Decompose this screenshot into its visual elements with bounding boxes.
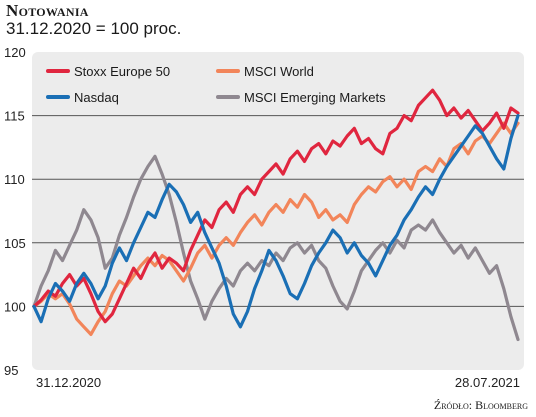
- series-line: [32, 88, 520, 324]
- x-axis-end-label: 28.07.2021: [455, 375, 520, 390]
- series-line: [32, 121, 520, 336]
- y-tick-label: 95: [4, 363, 18, 378]
- y-tick-label: 100: [4, 299, 26, 314]
- line-chart: 95 100 105 110 115 120 Stoxx Europe 50 MSCI Wo…: [4, 45, 524, 390]
- legend-label: MSCI World: [244, 64, 314, 79]
- source-note: Źródło: Bloomberg: [433, 398, 528, 412]
- series-lines: [32, 88, 520, 342]
- series-line: [32, 154, 520, 342]
- series-line: [32, 114, 520, 329]
- y-tick-label: 105: [4, 236, 26, 251]
- legend-label: Nasdaq: [74, 90, 119, 105]
- y-tick-label: 110: [4, 172, 25, 187]
- y-tick-label: 115: [4, 109, 25, 124]
- plot-background: [32, 52, 524, 370]
- legend-label: MSCI Emerging Markets: [244, 90, 386, 105]
- grid-lines: [32, 115, 524, 307]
- chart-subtitle: 31.12.2020 = 100 proc.: [6, 19, 182, 38]
- legend: Stoxx Europe 50 MSCI World Nasdaq MSCI Emer…: [46, 64, 386, 105]
- legend-label: Stoxx Europe 50: [74, 64, 170, 79]
- y-axis-ticks: 95 100 105 110 115 120: [4, 45, 26, 378]
- chart-title: Notowania: [6, 1, 89, 20]
- y-tick-label: 120: [4, 45, 26, 60]
- x-axis-start-label: 31.12.2020: [36, 375, 101, 390]
